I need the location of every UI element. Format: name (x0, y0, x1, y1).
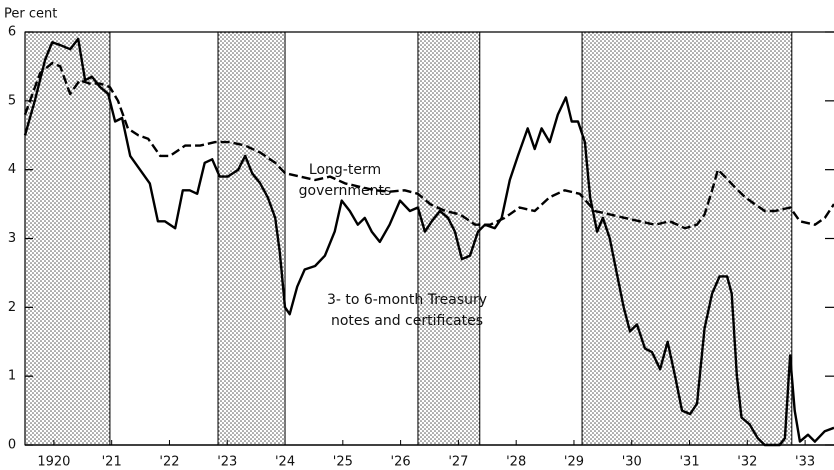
recession-band (417, 31, 481, 446)
y-tick-label: 1 (8, 369, 16, 384)
y-tick-label: 4 (8, 162, 16, 177)
x-tick-label: '27 (448, 455, 468, 470)
x-tick-label: '31 (679, 455, 699, 470)
x-tick-label: '22 (159, 455, 179, 470)
x-tick-label: '23 (217, 455, 237, 470)
y-axis-label: Per cent (4, 7, 57, 22)
y-tick-label: 2 (8, 300, 16, 315)
x-tick-label: '32 (737, 455, 757, 470)
annotation: Long-term (309, 162, 381, 178)
x-tick-label: '21 (102, 455, 122, 470)
y-tick-label: 5 (8, 93, 16, 108)
annotation: notes and certificates (331, 313, 483, 329)
x-tick-label: '24 (275, 455, 295, 470)
series-line (23, 37, 834, 447)
x-tick-label: '26 (391, 455, 411, 470)
recession-band (217, 31, 286, 446)
y-tick-label: 6 (8, 25, 16, 40)
recession-band (24, 31, 111, 446)
x-tick-label: '33 (795, 455, 815, 470)
x-tick-label: '25 (333, 455, 353, 470)
y-tick-label: 0 (8, 438, 16, 453)
annotation: 3- to 6-month Treasury (327, 292, 487, 308)
x-tick-label: '29 (564, 455, 584, 470)
y-tick-label: 3 (8, 231, 16, 246)
x-tick-label: 1920 (37, 455, 70, 470)
series-line (23, 61, 834, 230)
x-tick-label: '30 (622, 455, 642, 470)
recession-band (581, 31, 793, 446)
x-tick-label: '28 (506, 455, 526, 470)
annotation: governments (299, 183, 392, 199)
